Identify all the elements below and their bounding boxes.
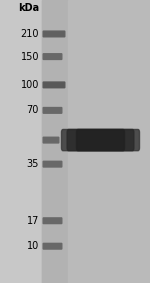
Text: 10: 10 — [27, 241, 39, 251]
Bar — [68, 0, 150, 283]
FancyBboxPatch shape — [61, 130, 140, 151]
FancyBboxPatch shape — [43, 243, 62, 249]
Text: 150: 150 — [21, 52, 39, 62]
FancyBboxPatch shape — [43, 218, 62, 224]
Text: 70: 70 — [27, 105, 39, 115]
Bar — [42, 0, 68, 283]
FancyBboxPatch shape — [43, 31, 65, 37]
FancyBboxPatch shape — [67, 130, 134, 151]
FancyBboxPatch shape — [76, 130, 124, 151]
Text: 35: 35 — [27, 159, 39, 169]
Text: 210: 210 — [21, 29, 39, 39]
FancyBboxPatch shape — [43, 82, 65, 88]
FancyBboxPatch shape — [43, 108, 62, 113]
Text: 100: 100 — [21, 80, 39, 90]
Text: 17: 17 — [27, 216, 39, 226]
Text: kDa: kDa — [18, 3, 39, 14]
FancyBboxPatch shape — [43, 54, 62, 59]
FancyBboxPatch shape — [43, 161, 62, 167]
Bar — [42, 0, 150, 283]
FancyBboxPatch shape — [43, 137, 59, 143]
